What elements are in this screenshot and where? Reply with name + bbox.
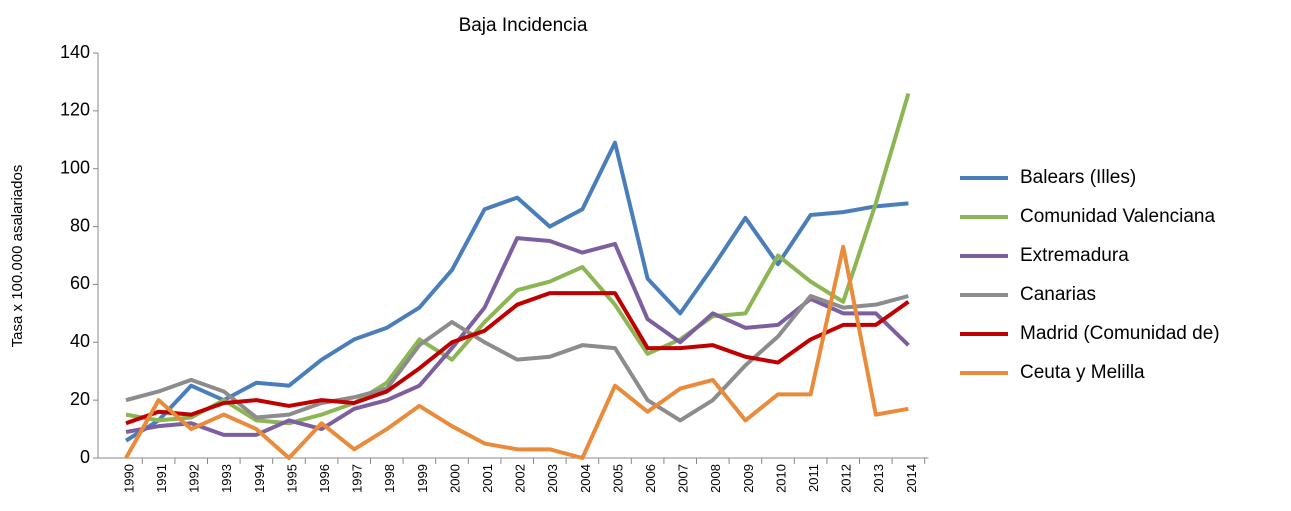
x-tick-label: 2014 xyxy=(904,464,919,493)
series-line xyxy=(125,291,910,426)
series-line xyxy=(124,140,909,443)
x-tick-label: 2005 xyxy=(610,464,625,493)
series-line xyxy=(125,236,910,437)
x-tick-label: 1997 xyxy=(350,464,365,493)
y-tick-label: 80 xyxy=(70,215,90,235)
chart-title: Baja Incidencia xyxy=(459,15,588,36)
x-tick-label: 2006 xyxy=(643,464,658,493)
y-tick-label: 40 xyxy=(70,331,90,351)
x-tick-label: 1990 xyxy=(121,464,136,493)
x-tick-label: 2011 xyxy=(806,464,821,492)
series-line xyxy=(125,92,911,426)
y-tick-label: 60 xyxy=(70,273,90,293)
x-tick-label: 2009 xyxy=(741,464,756,493)
x-tick-label: 2001 xyxy=(480,464,495,493)
x-tick-label: 2007 xyxy=(676,464,691,493)
x-tick-label: 2003 xyxy=(545,464,560,493)
x-tick-label: 1996 xyxy=(317,464,332,493)
x-tick-label: 2004 xyxy=(578,464,593,493)
x-tick-label: 1992 xyxy=(187,464,202,493)
x-tick-label: 2008 xyxy=(708,464,723,493)
legend-label: Extremadura xyxy=(1020,245,1129,266)
x-tick-label: 1995 xyxy=(284,464,299,493)
y-tick-label: 100 xyxy=(60,157,90,177)
series-line xyxy=(124,244,909,460)
legend-label: Ceuta y Melilla xyxy=(1020,362,1145,383)
y-axis-label: Tasa x 100.000 asalariados xyxy=(9,165,26,348)
y-tick-label: 20 xyxy=(70,389,90,409)
legend-label: Comunidad Valenciana xyxy=(1020,206,1215,227)
x-tick-label: 1991 xyxy=(154,464,169,493)
x-tick-label: 1993 xyxy=(219,464,234,493)
y-tick-label: 0 xyxy=(80,447,90,467)
legend-label: Canarias xyxy=(1020,284,1096,305)
x-tick-label: 2002 xyxy=(513,464,528,493)
x-tick-label: 2012 xyxy=(839,464,854,493)
x-tick-label: 2013 xyxy=(871,464,886,493)
y-tick-label: 140 xyxy=(60,42,90,62)
x-tick-label: 2010 xyxy=(773,464,788,493)
series-line xyxy=(125,294,909,423)
legend-label: Madrid (Comunidad de) xyxy=(1020,323,1220,344)
x-tick-label: 1998 xyxy=(382,464,397,493)
x-tick-label: 1999 xyxy=(415,464,430,493)
y-tick-label: 120 xyxy=(60,100,90,120)
x-tick-label: 1994 xyxy=(252,464,267,493)
x-tick-label: 2000 xyxy=(447,464,462,493)
legend-label: Balears (Illes) xyxy=(1020,167,1136,188)
